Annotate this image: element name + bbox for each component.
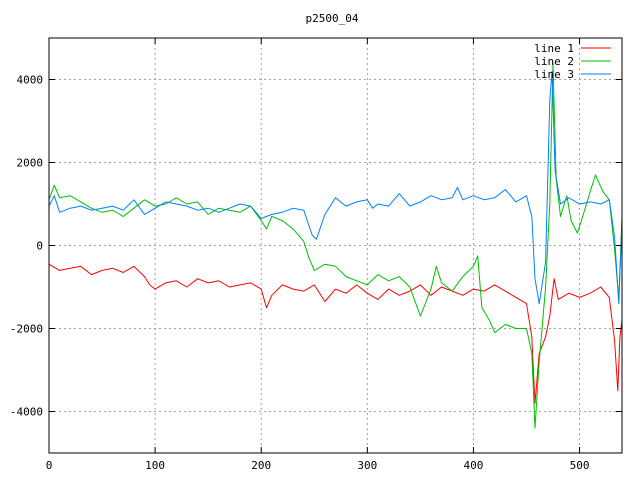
legend-label: line 3 (534, 68, 574, 81)
series-line-3 (48, 70, 623, 305)
grid (49, 38, 622, 453)
x-tick-label: 500 (570, 459, 590, 472)
legend-label: line 2 (534, 55, 574, 68)
y-tick-label: 0 (36, 240, 43, 253)
y-tick-label: 4000 (17, 74, 44, 87)
series-layer (48, 62, 623, 429)
y-tick-label: -4000 (10, 406, 43, 419)
y-tick-label: 2000 (17, 157, 44, 170)
x-tick-label: 0 (46, 459, 53, 472)
series-line-1 (48, 263, 623, 404)
chart-title: p2500_04 (306, 12, 359, 25)
x-axis: 0 100 200 300 400 500 (46, 38, 590, 472)
x-tick-label: 300 (357, 459, 377, 472)
legend-label: line 1 (534, 42, 574, 55)
x-tick-label: 100 (145, 459, 165, 472)
y-axis: -4000 -2000 0 2000 4000 (10, 74, 622, 419)
x-tick-label: 200 (251, 459, 271, 472)
y-tick-label: -2000 (10, 323, 43, 336)
series-line-2 (48, 62, 623, 429)
x-tick-label: 400 (464, 459, 484, 472)
